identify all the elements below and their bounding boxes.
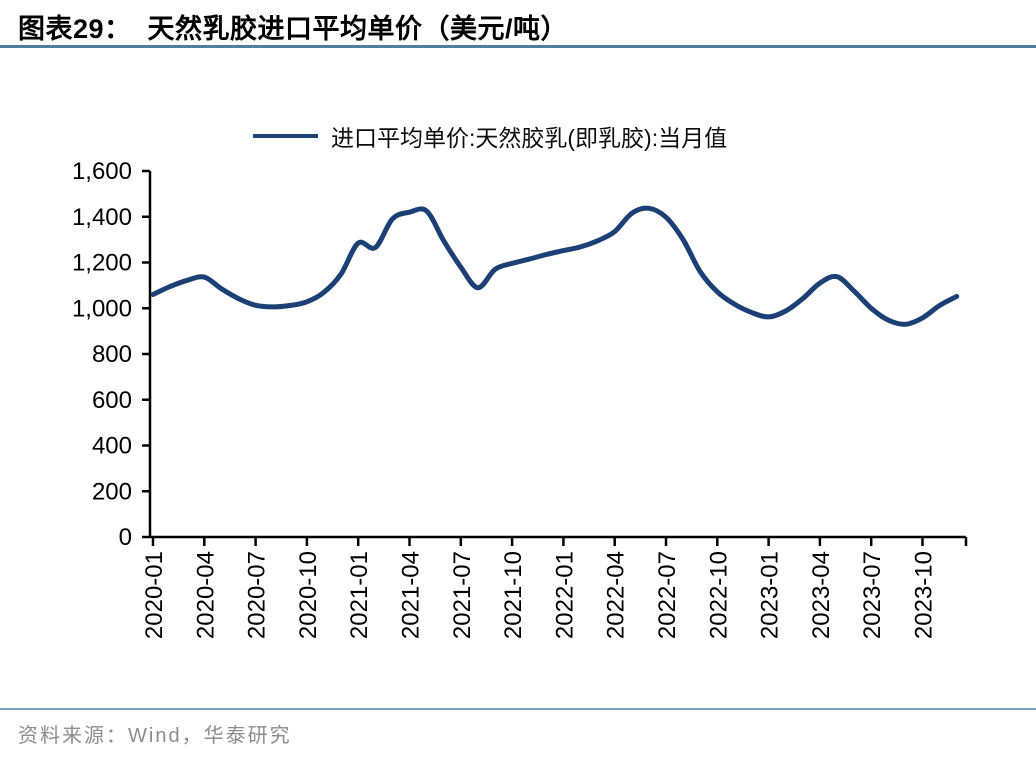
x-tick-label: 2020-10: [295, 551, 322, 639]
figure-header: 图表29： 天然乳胶进口平均单价（美元/吨）: [18, 7, 568, 46]
x-tick-label: 2021-04: [398, 551, 425, 639]
header-rule: [0, 45, 1036, 48]
footer-rule: [0, 708, 1036, 710]
x-tick-label: 2023-10: [911, 551, 938, 639]
y-tick-label: 0: [119, 524, 132, 551]
x-tick-label: 2023-04: [808, 551, 835, 639]
x-tick-label: 2022-01: [551, 551, 578, 639]
y-tick-label: 400: [92, 433, 132, 460]
chart-legend: 进口平均单价:天然胶乳(即乳胶):当月值: [253, 119, 727, 153]
price-line: [150, 205, 960, 327]
x-tick-label: 2022-07: [654, 551, 681, 639]
y-tick-label: 1,000: [72, 295, 132, 322]
x-tick-label: 2021-07: [449, 551, 476, 639]
x-tick-label: 2020-07: [244, 551, 271, 639]
x-tick-label: 2022-04: [603, 551, 630, 639]
figure-number-label: 图表29：: [18, 14, 132, 44]
x-tick-label: 2022-10: [705, 551, 732, 639]
legend-series-label: 进口平均单价:天然胶乳(即乳胶):当月值: [331, 125, 728, 151]
figure-title: 天然乳胶进口平均单价（美元/吨）: [147, 14, 569, 44]
x-tick-label: 2021-10: [500, 551, 527, 639]
y-tick-label: 1,600: [72, 158, 132, 185]
y-tick-label: 200: [92, 478, 132, 505]
x-tick-label: 2023-07: [859, 551, 886, 639]
x-tick-label: 2020-01: [141, 551, 168, 639]
price-line-chart: 0 200 400 600 800 1,000 1,200 1,400 1,600 2020-01…: [72, 158, 968, 639]
x-tick-label: 2020-04: [192, 551, 219, 639]
y-tick-label: 800: [92, 341, 132, 368]
y-tick-label: 1,200: [72, 250, 132, 277]
y-tick-label: 600: [92, 387, 132, 414]
source-note: 资料来源：Wind，华泰研究: [18, 725, 292, 747]
x-tick-label: 2023-01: [757, 551, 784, 639]
y-tick-label: 1,400: [72, 204, 132, 231]
legend-line-swatch: [253, 134, 318, 138]
x-tick-label: 2021-01: [346, 551, 373, 639]
